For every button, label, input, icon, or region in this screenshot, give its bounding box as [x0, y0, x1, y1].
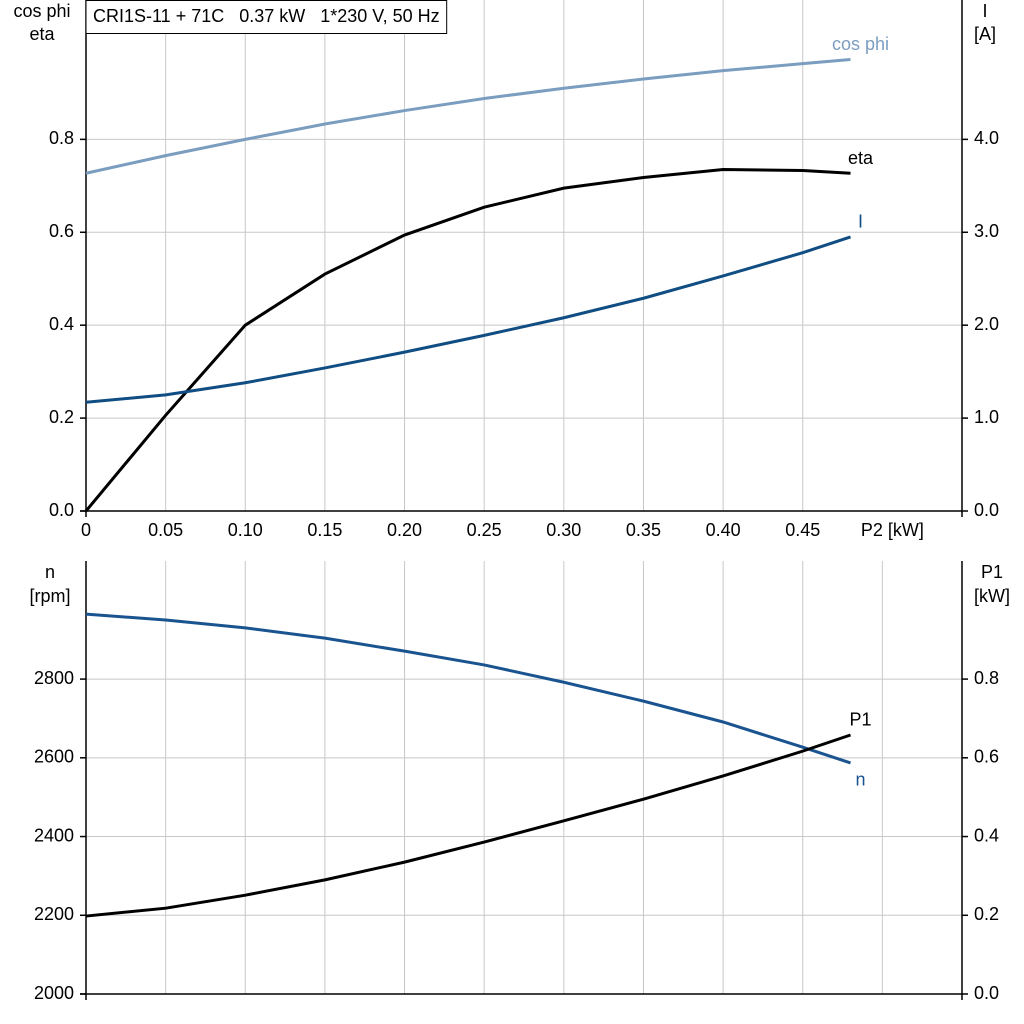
- x-tick-label: 0: [81, 520, 91, 540]
- y2-tick-label: 3.0: [974, 221, 999, 241]
- y2-tick-label: 0.0: [974, 500, 999, 520]
- x-axis-label: P2 [kW]: [861, 520, 924, 540]
- y-axis-label: eta: [29, 24, 55, 44]
- y-tick-label: 0.4: [49, 314, 74, 334]
- y2-axis-label: [kW]: [974, 586, 1010, 606]
- chart-title: CRI1S-11 + 71C 0.37 kW 1*230 V, 50 Hz: [93, 6, 440, 26]
- x-tick-label: 0.30: [546, 520, 581, 540]
- series-label: I: [858, 212, 863, 232]
- y-axis-label: [rpm]: [29, 586, 70, 606]
- y-tick-label: 2000: [34, 983, 74, 1003]
- y-tick-label: 0.8: [49, 128, 74, 148]
- x-tick-label: 0.35: [626, 520, 661, 540]
- y2-tick-label: 0.0: [974, 983, 999, 1003]
- y2-axis-label: [A]: [974, 24, 996, 44]
- series-label: eta: [848, 148, 874, 168]
- series-line: [85, 235, 851, 404]
- y-tick-label: 2200: [34, 904, 74, 924]
- y2-axis-label: P1: [981, 562, 1003, 582]
- y2-tick-label: 4.0: [974, 128, 999, 148]
- y2-tick-label: 1.0: [974, 407, 999, 427]
- series-line: [85, 57, 851, 175]
- series-label: P1: [849, 710, 871, 730]
- y2-tick-label: 0.2: [974, 904, 999, 924]
- y-tick-label: 0.6: [49, 221, 74, 241]
- y-axis-label: n: [45, 562, 55, 582]
- y-tick-label: 2600: [34, 747, 74, 767]
- series-line: [85, 733, 851, 918]
- y-tick-label: 0.2: [49, 407, 74, 427]
- x-tick-label: 0.15: [307, 520, 342, 540]
- y2-tick-label: 0.4: [974, 825, 999, 845]
- x-tick-label: 0.20: [387, 520, 422, 540]
- title-box: [85, 0, 448, 34]
- series-label: cos phi: [832, 34, 889, 54]
- series-label: n: [856, 770, 866, 790]
- x-tick-label: 0.10: [228, 520, 263, 540]
- x-tick-label: 0.40: [706, 520, 741, 540]
- y-axis-label: cos phi: [13, 1, 70, 21]
- x-tick-label: 0.25: [467, 520, 502, 540]
- x-label-bg: [842, 519, 943, 543]
- y2-tick-label: 2.0: [974, 314, 999, 334]
- x-tick-label: 0.05: [148, 520, 183, 540]
- y-tick-label: 2400: [34, 825, 74, 845]
- y2-tick-label: 0.6: [974, 747, 999, 767]
- x-tick-label: 0.45: [785, 520, 820, 540]
- y-tick-label: 0.0: [49, 500, 74, 520]
- series-line: [85, 612, 851, 765]
- y2-tick-label: 0.8: [974, 668, 999, 688]
- series-line: [84, 168, 851, 512]
- y-tick-label: 2800: [34, 668, 74, 688]
- y2-axis-label: I: [982, 1, 987, 21]
